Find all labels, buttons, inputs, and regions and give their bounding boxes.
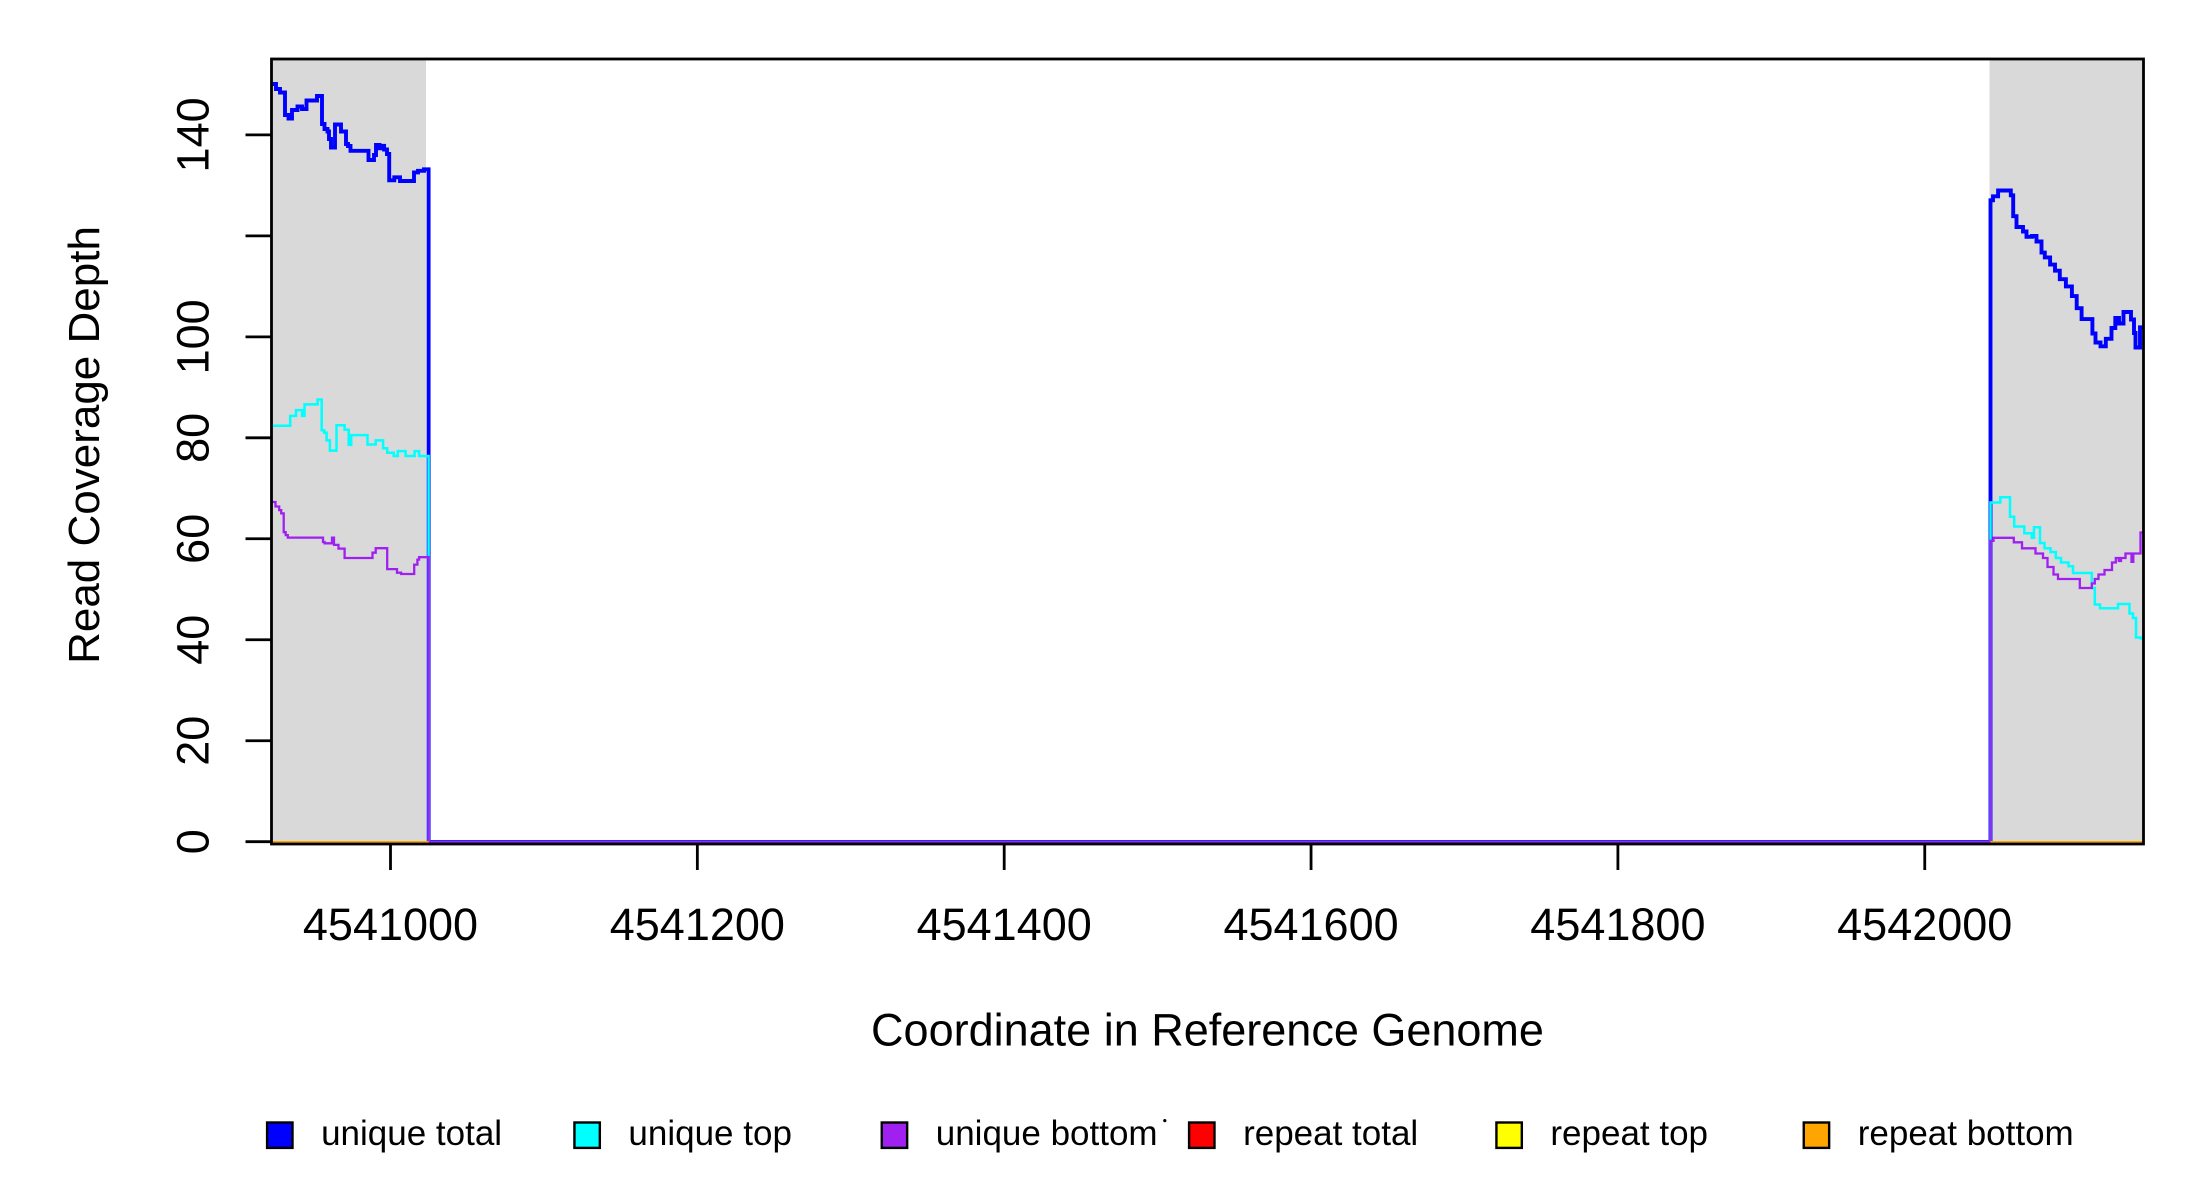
svg-text:0: 0	[167, 829, 218, 854]
svg-text:100: 100	[167, 299, 218, 374]
svg-text:4541600: 4541600	[1223, 899, 1398, 950]
svg-text:unique total: unique total	[321, 1114, 502, 1153]
svg-text:Coordinate in Reference Genome: Coordinate in Reference Genome	[871, 1005, 1544, 1056]
svg-text:repeat total: repeat total	[1243, 1114, 1418, 1153]
svg-text:unique bottom: unique bottom	[936, 1114, 1158, 1153]
svg-text:repeat top: repeat top	[1550, 1114, 1708, 1153]
svg-text:4541800: 4541800	[1530, 899, 1705, 950]
svg-text:4541200: 4541200	[610, 899, 785, 950]
svg-text:4541400: 4541400	[917, 899, 1092, 950]
svg-text:140: 140	[167, 97, 218, 172]
svg-text:60: 60	[167, 514, 218, 564]
svg-text:Read Coverage Depth: Read Coverage Depth	[60, 226, 109, 664]
svg-text:20: 20	[167, 716, 218, 766]
svg-text:4542000: 4542000	[1837, 899, 2012, 950]
svg-text:unique top: unique top	[628, 1114, 791, 1153]
svg-text:40: 40	[167, 615, 218, 665]
svg-text:4541000: 4541000	[303, 899, 478, 950]
svg-text:repeat bottom: repeat bottom	[1858, 1114, 2074, 1153]
svg-text:80: 80	[167, 413, 218, 463]
